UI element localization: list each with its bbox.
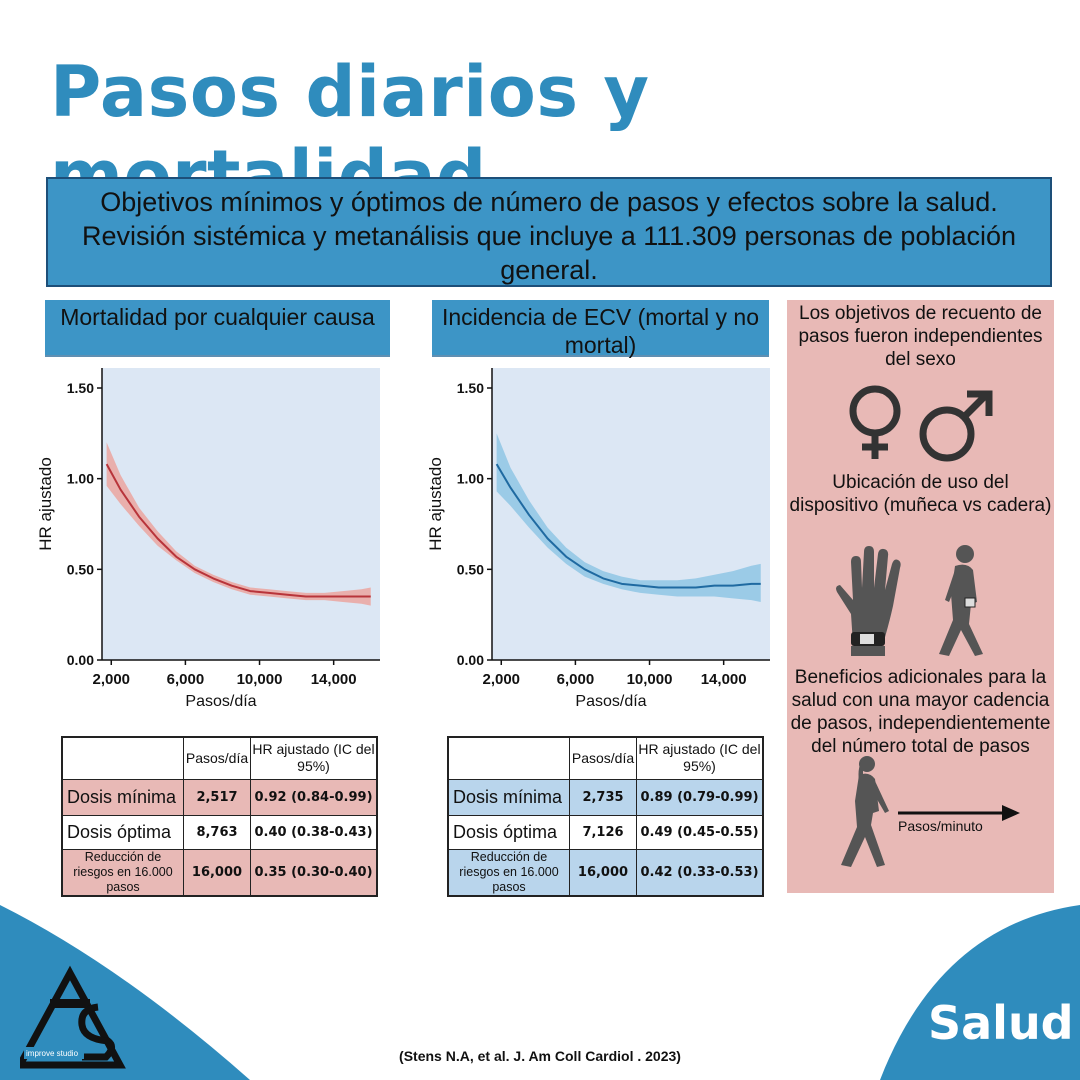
row-steps: 2,735: [569, 778, 637, 816]
row-hr: 0.35 (0.30-0.40): [250, 848, 378, 896]
plot-area: [102, 368, 380, 660]
row-steps: 8,763: [183, 814, 251, 850]
table-row: Dosis mínima 2,735 0.89 (0.79-0.99): [447, 778, 764, 816]
row-label: Reducción de riesgos en 16.000 pasos: [447, 848, 570, 896]
table-row: Dosis óptima 7,126 0.49 (0.45-0.55): [447, 814, 764, 850]
row-steps: 16,000: [183, 848, 251, 896]
row-hr: 0.42 (0.33-0.53): [636, 848, 764, 896]
female-symbol-icon: [849, 385, 901, 459]
table-row: Dosis óptima 8,763 0.40 (0.38-0.43): [61, 814, 378, 850]
bottom-left-corner-shape: [0, 905, 250, 1080]
mortality-dose-table: Pasos/día HR ajustado (IC del 95%) Dosis…: [61, 736, 378, 897]
y-tick-label: 1.00: [67, 471, 94, 487]
confidence-band: [496, 433, 761, 602]
bottom-right-corner-shape: [880, 905, 1080, 1080]
hr-line: [105, 463, 371, 598]
table-header-steps: Pasos/día: [183, 736, 251, 780]
row-label: Reducción de riesgos en 16.000 pasos: [61, 848, 184, 896]
row-hr: 0.49 (0.45-0.55): [636, 814, 764, 850]
citation: (Stens N.A, et al. J. Am Coll Cardiol . …: [399, 1048, 681, 1064]
table-row: Reducción de riesgos en 16.000 pasos 16,…: [61, 848, 378, 896]
logo-text: improve studio: [26, 1049, 79, 1058]
x-axis-label: Pasos/día: [185, 693, 256, 710]
cvd-dose-table: Pasos/día HR ajustado (IC del 95%) Dosis…: [447, 736, 764, 897]
x-tick-label: 14,000: [311, 671, 357, 688]
x-tick-label: 2,000: [92, 671, 130, 688]
y-tick-label: 1.50: [457, 380, 484, 396]
row-label: Dosis mínima: [447, 778, 570, 816]
row-label: Dosis mínima: [61, 778, 184, 816]
table-corner-cell: [447, 736, 570, 780]
y-tick-label: 0.00: [457, 652, 484, 668]
row-steps: 7,126: [569, 814, 637, 850]
improve-studio-logo: improve studio: [20, 965, 126, 1069]
x-tick-label: 6,000: [167, 671, 205, 688]
walking-person-with-device-icon: [939, 545, 983, 656]
table-corner-cell: [61, 736, 184, 780]
x-tick-label: 2,000: [482, 671, 520, 688]
y-tick-label: 1.00: [457, 471, 484, 487]
y-tick-label: 1.50: [67, 380, 94, 396]
hand-with-wristband-icon: [836, 546, 901, 656]
y-tick-label: 0.50: [457, 561, 484, 577]
sex-independence-text: Los objetivos de recuento de pasos fuero…: [798, 303, 1043, 370]
mortality-chart: 0.00 0.50 1.00 1.50 2,000 6,000 10,000 14,000 Pa…: [36, 368, 380, 710]
male-symbol-icon: [919, 390, 993, 462]
row-hr: 0.89 (0.79-0.99): [636, 778, 764, 816]
right-arrow-icon: [898, 805, 1020, 821]
category-label: Salud: [928, 996, 1074, 1050]
row-steps: 16,000: [569, 848, 637, 896]
y-axis-label: HR ajustado: [426, 457, 445, 551]
cadence-arrow-label: Pasos/minuto: [898, 818, 983, 834]
row-hr: 0.92 (0.84-0.99): [250, 778, 378, 816]
hr-line: [495, 463, 761, 589]
x-tick-label: 6,000: [557, 671, 595, 688]
row-label: Dosis óptima: [447, 814, 570, 850]
x-tick-label: 10,000: [237, 671, 283, 688]
summary-banner: Objetivos mínimos y óptimos de número de…: [46, 177, 1052, 287]
y-axis-label: HR ajustado: [36, 457, 55, 551]
y-tick-label: 0.00: [67, 652, 94, 668]
right-chart-heading: Incidencia de ECV (mortal y no mortal): [432, 300, 769, 358]
row-hr: 0.40 (0.38-0.43): [250, 814, 378, 850]
device-location-text: Ubicación de uso del dispositivo (muñeca…: [789, 472, 1052, 516]
x-axis-label: Pasos/día: [575, 693, 646, 710]
table-header-steps: Pasos/día: [569, 736, 637, 780]
cadence-benefit-text: Beneficios adicionales para la salud con…: [790, 667, 1051, 757]
side-info-panel: Los objetivos de recuento de pasos fuero…: [787, 300, 1054, 893]
cvd-incidence-chart: 0.00 0.50 1.00 1.50 2,000 6,000 10,000 14,000 Pa…: [426, 368, 770, 710]
walking-woman-icon: [841, 756, 889, 867]
table-row: Reducción de riesgos en 16.000 pasos 16,…: [447, 848, 764, 896]
left-chart-heading: Mortalidad por cualquier causa: [45, 300, 390, 357]
row-steps: 2,517: [183, 778, 251, 816]
x-tick-label: 14,000: [701, 671, 747, 688]
page-title: Pasos diarios y mortalidad: [50, 51, 650, 217]
table-header-hr: HR ajustado (IC del 95%): [636, 736, 764, 780]
plot-area: [492, 368, 770, 660]
x-tick-label: 10,000: [627, 671, 673, 688]
table-header-hr: HR ajustado (IC del 95%): [250, 736, 378, 780]
y-tick-label: 0.50: [67, 561, 94, 577]
row-label: Dosis óptima: [61, 814, 184, 850]
table-row: Dosis mínima 2,517 0.92 (0.84-0.99): [61, 778, 378, 816]
